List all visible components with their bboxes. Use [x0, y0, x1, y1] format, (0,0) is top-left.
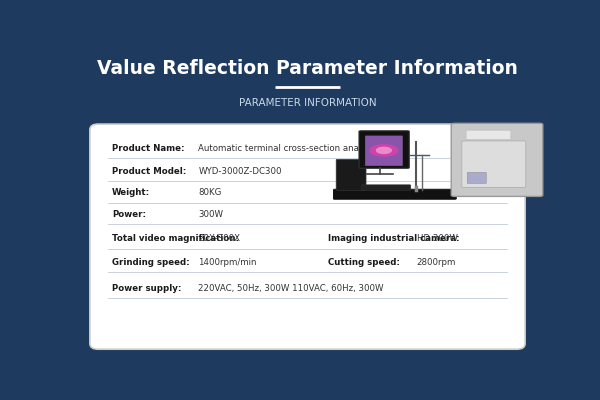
Text: Value Reflection Parameter Information: Value Reflection Parameter Information: [97, 58, 518, 78]
FancyBboxPatch shape: [462, 141, 526, 187]
Text: Product Model:: Product Model:: [112, 167, 187, 176]
Text: Imaging industrial camera:: Imaging industrial camera:: [328, 234, 460, 244]
Text: Cutting speed:: Cutting speed:: [328, 258, 400, 266]
Circle shape: [370, 145, 398, 156]
FancyBboxPatch shape: [467, 172, 487, 184]
Text: Grinding speed:: Grinding speed:: [112, 258, 190, 266]
FancyBboxPatch shape: [90, 124, 525, 349]
Text: 2800rpm: 2800rpm: [417, 258, 456, 266]
Text: PARAMETER INFORMATION: PARAMETER INFORMATION: [239, 98, 376, 108]
Text: Product Name:: Product Name:: [112, 144, 185, 152]
FancyBboxPatch shape: [359, 131, 409, 168]
Text: Power supply:: Power supply:: [112, 284, 182, 293]
FancyBboxPatch shape: [365, 136, 403, 166]
FancyBboxPatch shape: [336, 160, 366, 190]
Text: 20X-300X: 20X-300X: [198, 234, 240, 244]
Text: 300W: 300W: [198, 210, 223, 219]
Text: Weight:: Weight:: [112, 188, 151, 197]
Text: 80KG: 80KG: [198, 188, 221, 197]
Text: Total video magnification:: Total video magnification:: [112, 234, 239, 244]
Circle shape: [376, 147, 391, 154]
Text: 1400rpm/min: 1400rpm/min: [198, 258, 257, 266]
Text: Power:: Power:: [112, 210, 146, 219]
Text: HD 300W: HD 300W: [417, 234, 458, 244]
FancyBboxPatch shape: [466, 130, 511, 140]
FancyBboxPatch shape: [362, 185, 411, 190]
Text: WYD-3000Z-DC300: WYD-3000Z-DC300: [198, 167, 282, 176]
Text: Automatic terminal cross-section analyzer: Automatic terminal cross-section analyze…: [198, 144, 380, 152]
FancyBboxPatch shape: [451, 123, 543, 196]
Text: 220VAC, 50Hz, 300W 110VAC, 60Hz, 300W: 220VAC, 50Hz, 300W 110VAC, 60Hz, 300W: [198, 284, 384, 293]
FancyBboxPatch shape: [333, 189, 457, 200]
